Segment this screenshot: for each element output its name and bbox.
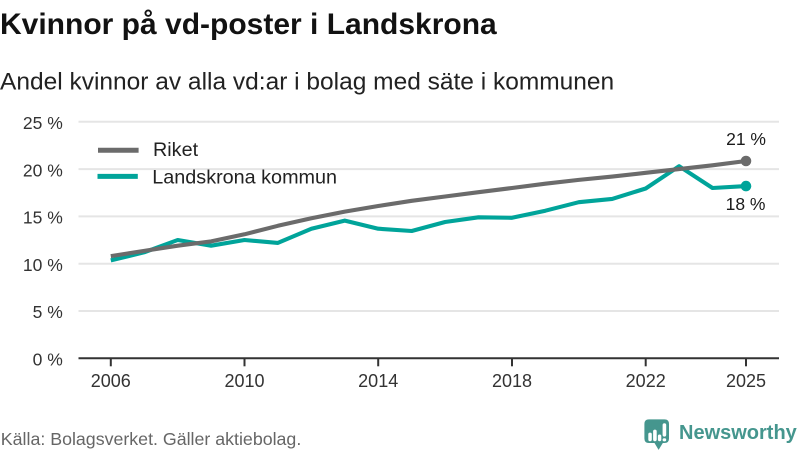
svg-text:5 %: 5 % bbox=[33, 302, 63, 322]
svg-text:0 %: 0 % bbox=[33, 350, 63, 370]
svg-text:2018: 2018 bbox=[492, 371, 532, 391]
svg-text:Riket: Riket bbox=[153, 139, 199, 161]
svg-text:21 %: 21 % bbox=[726, 129, 766, 149]
svg-text:15 %: 15 % bbox=[23, 208, 63, 228]
svg-text:25 %: 25 % bbox=[23, 113, 63, 133]
svg-text:Andel kvinnor av alla vd:ar i: Andel kvinnor av alla vd:ar i bolag med … bbox=[0, 69, 614, 96]
svg-text:2014: 2014 bbox=[358, 371, 398, 391]
svg-text:10 %: 10 % bbox=[23, 255, 63, 275]
svg-text:Kvinnor på vd-poster i Landskr: Kvinnor på vd-poster i Landskrona bbox=[0, 8, 497, 41]
svg-text:Newsworthy: Newsworthy bbox=[679, 422, 798, 444]
svg-text:Källa: Bolagsverket. Gäller ak: Källa: Bolagsverket. Gäller aktiebolag. bbox=[1, 429, 301, 449]
svg-text:2006: 2006 bbox=[91, 371, 131, 391]
svg-text:Landskrona kommun: Landskrona kommun bbox=[152, 167, 337, 189]
svg-text:2010: 2010 bbox=[224, 371, 264, 391]
svg-text:2022: 2022 bbox=[626, 371, 666, 391]
svg-text:20 %: 20 % bbox=[23, 160, 63, 180]
svg-text:2025: 2025 bbox=[726, 371, 766, 391]
svg-text:18 %: 18 % bbox=[726, 194, 766, 214]
